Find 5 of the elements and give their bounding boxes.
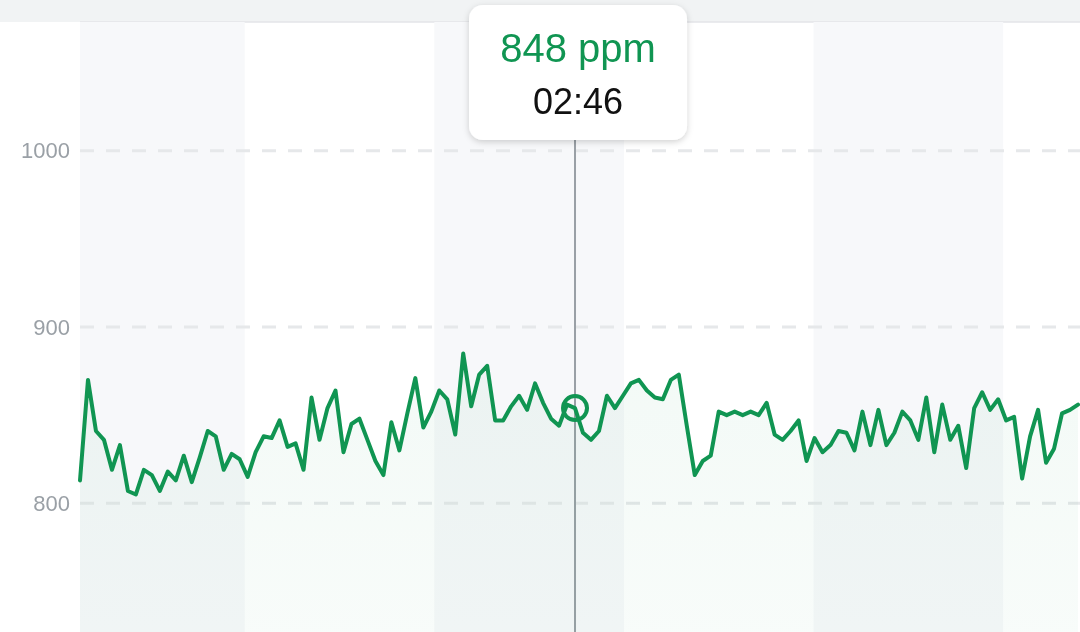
y-tick-label: 800 bbox=[33, 491, 70, 516]
annotation: 02:46 bbox=[532, 81, 624, 122]
annotation: 848 ppm bbox=[500, 26, 656, 70]
y-tick-label: 900 bbox=[33, 314, 70, 340]
y-tick-label: 1000 bbox=[21, 138, 70, 164]
